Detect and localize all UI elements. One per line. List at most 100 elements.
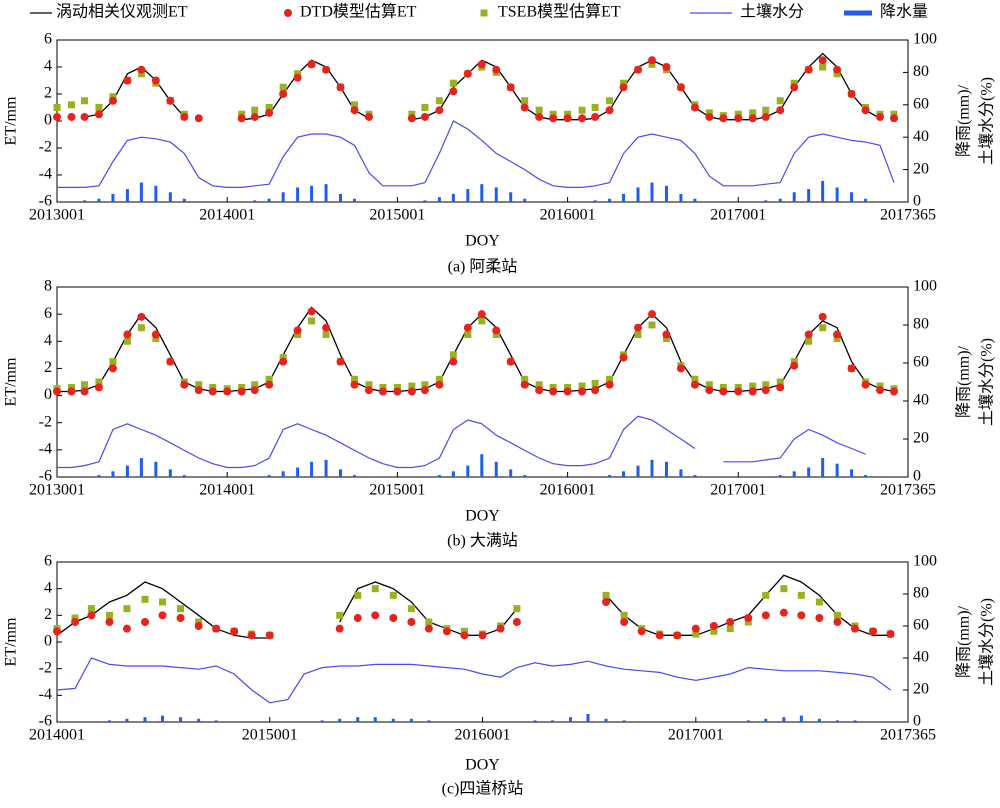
- dtd-point: [407, 618, 416, 626]
- dtd-point: [655, 631, 664, 640]
- x-tick-label: 2017365: [880, 727, 936, 744]
- precip-bar: [310, 185, 314, 202]
- dtd-point: [420, 112, 429, 121]
- precip-bar: [799, 715, 803, 722]
- dtd-point: [364, 112, 373, 121]
- dtd-point: [463, 69, 472, 78]
- dtd-point: [744, 614, 753, 622]
- tseb-point: [710, 627, 718, 635]
- y2-tick-label: 100: [913, 278, 937, 295]
- precip-bar: [197, 718, 201, 722]
- precip-bar: [179, 717, 183, 722]
- dtd-point: [818, 56, 827, 65]
- precip-bar: [509, 192, 513, 202]
- tseb-point: [159, 598, 167, 606]
- tseb-point: [606, 375, 614, 383]
- tseb-point: [95, 104, 103, 111]
- y2-tick-label: 100: [913, 553, 937, 570]
- tseb-point: [137, 70, 145, 78]
- precip-bar: [622, 193, 626, 202]
- dtd-point: [478, 631, 487, 640]
- tseb-point: [726, 625, 734, 633]
- dtd-point: [122, 624, 131, 633]
- precip-bar: [480, 454, 484, 477]
- precip-bar: [253, 200, 257, 202]
- dtd-point: [378, 387, 387, 396]
- dtd-point: [492, 326, 501, 335]
- dtd-point: [449, 87, 458, 96]
- x-tick-label: 2016001: [540, 482, 596, 499]
- precip-bar: [182, 198, 186, 202]
- precip-bar: [650, 182, 654, 202]
- precip-bar: [125, 189, 129, 202]
- y2-tick-label: 40: [913, 128, 929, 145]
- dtd-point: [166, 96, 175, 105]
- tseb-point: [137, 324, 145, 332]
- y-axis-label: ET/mm: [3, 617, 20, 666]
- precip-bar: [608, 198, 612, 202]
- dtd-point: [123, 330, 132, 339]
- legend-label: 土壤水分: [740, 2, 804, 21]
- tseb-point: [435, 97, 443, 105]
- dtd-point: [336, 83, 345, 92]
- tseb-point: [195, 381, 203, 389]
- tseb-point: [620, 611, 628, 619]
- tseb-point: [719, 383, 727, 391]
- tseb-point: [393, 383, 401, 391]
- precip-bar: [778, 198, 782, 202]
- dtd-point: [322, 323, 331, 332]
- dtd-point: [847, 364, 856, 373]
- dtd-point: [734, 114, 743, 123]
- dtd-point: [850, 624, 859, 633]
- dtd-point: [719, 114, 728, 123]
- dtd-point: [141, 618, 150, 626]
- tseb-point: [379, 383, 387, 391]
- y2-tick-label: 60: [913, 617, 929, 634]
- y-tick-label: -4: [39, 166, 52, 183]
- precip-bar: [107, 720, 111, 722]
- dtd-point: [748, 387, 757, 396]
- legend-label: 涡动相关仪观测ET: [56, 3, 188, 21]
- dtd-point: [602, 598, 611, 606]
- dtd-point: [549, 114, 558, 123]
- dtd-point: [578, 387, 587, 396]
- tseb-point: [734, 110, 742, 118]
- precip-bar: [182, 475, 186, 477]
- dtd-point: [869, 627, 878, 636]
- precip-bar: [835, 463, 839, 477]
- dtd-point: [847, 90, 856, 98]
- soil-moisture-line: [57, 416, 894, 467]
- y2-tick-label: 0: [913, 713, 921, 730]
- precip-bar: [835, 720, 839, 722]
- tseb-point: [464, 331, 472, 338]
- tseb-point: [876, 382, 884, 390]
- y-tick-label: 4: [44, 58, 52, 75]
- precip-bar: [339, 469, 343, 477]
- precip-bar: [139, 182, 143, 202]
- tseb-point: [620, 79, 628, 87]
- dtd-point: [137, 65, 146, 74]
- precip-bar: [339, 193, 343, 202]
- dtd-point: [549, 387, 558, 396]
- tseb-point: [308, 317, 316, 325]
- precip-bar: [83, 200, 87, 202]
- dtd-point: [634, 65, 643, 74]
- dtd-point: [761, 112, 770, 121]
- dtd-point: [53, 387, 61, 396]
- y-tick-label: -6: [39, 193, 52, 210]
- dtd-point: [890, 114, 899, 123]
- dtd-point: [350, 106, 359, 115]
- tseb-point: [265, 375, 273, 383]
- precip-bar: [853, 720, 857, 722]
- dtd-point: [520, 380, 529, 389]
- precip-bar: [125, 718, 129, 722]
- dtd-point: [619, 353, 628, 362]
- dtd-point: [648, 310, 657, 319]
- tseb-point: [634, 331, 642, 338]
- y2-tick-label: 0: [913, 468, 921, 485]
- y2-tick-label: 80: [913, 316, 929, 333]
- precip-bar: [807, 189, 811, 202]
- precip-bar: [466, 465, 470, 477]
- dtd-point: [279, 357, 288, 366]
- y-tick-label: -6: [39, 468, 52, 485]
